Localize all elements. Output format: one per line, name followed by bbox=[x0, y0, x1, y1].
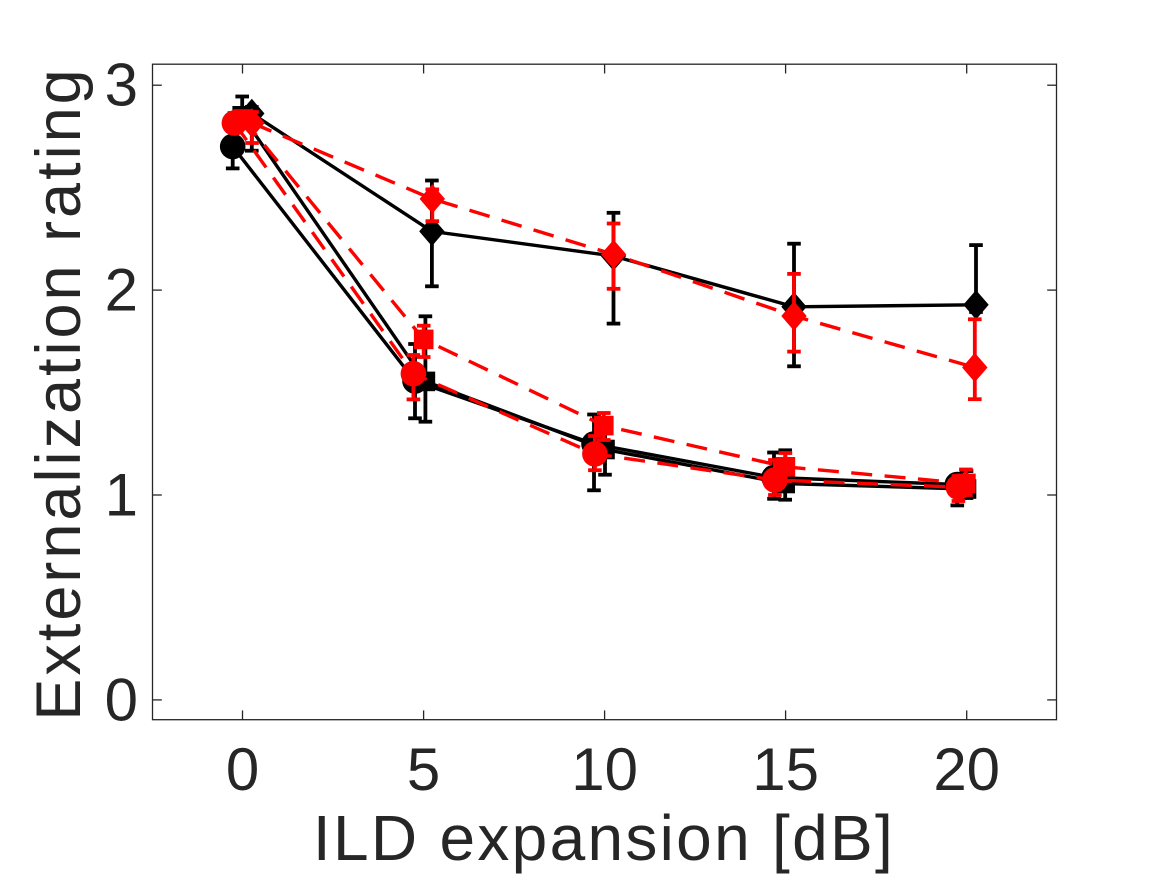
svg-text:ILD expansion [dB]: ILD expansion [dB] bbox=[313, 802, 895, 874]
svg-text:10: 10 bbox=[571, 736, 638, 803]
svg-text:1: 1 bbox=[105, 462, 138, 529]
svg-text:2: 2 bbox=[105, 257, 138, 324]
svg-text:5: 5 bbox=[407, 736, 440, 803]
svg-text:0: 0 bbox=[226, 736, 259, 803]
svg-text:15: 15 bbox=[752, 736, 819, 803]
svg-text:3: 3 bbox=[105, 52, 138, 119]
svg-text:Externalization rating: Externalization rating bbox=[24, 66, 94, 720]
svg-text:20: 20 bbox=[933, 736, 1000, 803]
svg-text:0: 0 bbox=[105, 666, 138, 733]
